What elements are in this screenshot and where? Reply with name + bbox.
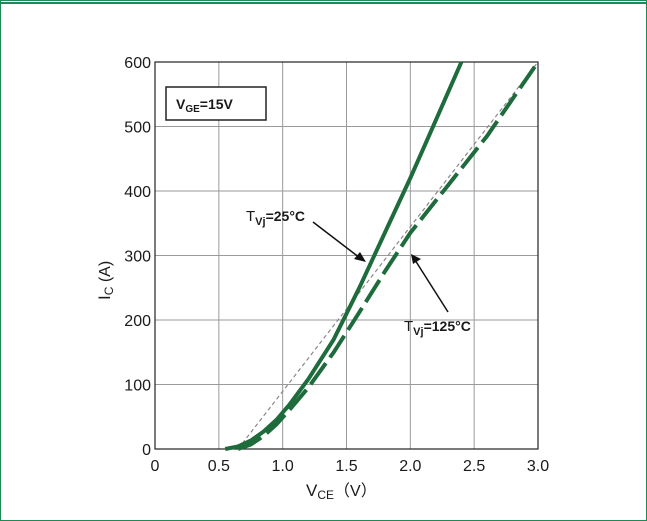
y-axis-label-main: I — [95, 295, 114, 300]
annotation-25c-label: TVj=25°C — [246, 208, 305, 228]
y-tick-label-5: 500 — [124, 120, 151, 137]
annotation-25c-main: T — [246, 208, 255, 225]
annotation-125c-suffix: =125°C — [424, 318, 471, 334]
condition-suffix: =15V — [200, 96, 234, 112]
x-tick-label-3: 1.5 — [335, 458, 357, 475]
reference-line — [237, 61, 539, 450]
x-tick-label-4: 2.0 — [399, 458, 421, 475]
x-axis-label: VCE（V） — [306, 481, 377, 502]
reference-line-group — [237, 61, 539, 450]
y-tick-label-4: 400 — [124, 184, 151, 201]
x-tick-label-0: 0 — [151, 458, 160, 475]
x-axis-label-suffix: （V） — [334, 482, 377, 500]
annotation-25c-arrowhead — [354, 252, 366, 262]
x-tick-label-5: 2.5 — [463, 458, 485, 475]
tick-labels: 0 0.5 1.0 1.5 2.0 2.5 3.0 0 100 200 300 400 500 600 — [124, 55, 549, 475]
condition-box-label: VGE=15V — [176, 96, 234, 115]
y-tick-label-2: 200 — [124, 313, 151, 330]
y-tick-label-0: 0 — [142, 442, 151, 459]
annotation-125c-arrowhead — [411, 254, 421, 264]
annotation-25c-sub: Vj — [255, 216, 265, 228]
y-tick-label-3: 300 — [124, 249, 151, 266]
annotation-125c-main: T — [404, 318, 413, 335]
y-axis-label-sub: C — [102, 286, 116, 295]
y-axis-label: IC (A) — [95, 261, 116, 300]
annotation-125c-arrow-line — [414, 259, 449, 313]
condition-main: V — [176, 96, 186, 112]
x-tick-label-1: 0.5 — [208, 458, 230, 475]
y-tick-label-1: 100 — [124, 378, 151, 395]
condition-box — [165, 86, 267, 121]
top-border-rule — [0, 2, 647, 4]
grid — [155, 62, 538, 449]
x-axis-label-sub: CE — [317, 488, 334, 502]
x-tick-label-2: 1.0 — [272, 458, 294, 475]
y-axis-label-suffix: (A) — [97, 261, 114, 287]
y-tick-label-6: 600 — [124, 55, 151, 72]
x-axis-label-main: V — [306, 481, 318, 500]
plot-border — [154, 61, 539, 450]
series-line-25c — [224, 61, 464, 451]
x-tick-label-6: 3.0 — [527, 458, 549, 475]
series-line-125c — [237, 60, 540, 451]
annotation-125c-label: TVj=125°C — [404, 318, 471, 338]
condition-sub: GE — [185, 104, 200, 115]
annotation-25c-suffix: =25°C — [266, 208, 305, 224]
annotation-25c-arrow-line — [312, 221, 361, 259]
annotation-125c-sub: Vj — [413, 326, 423, 338]
series-group — [224, 60, 540, 451]
